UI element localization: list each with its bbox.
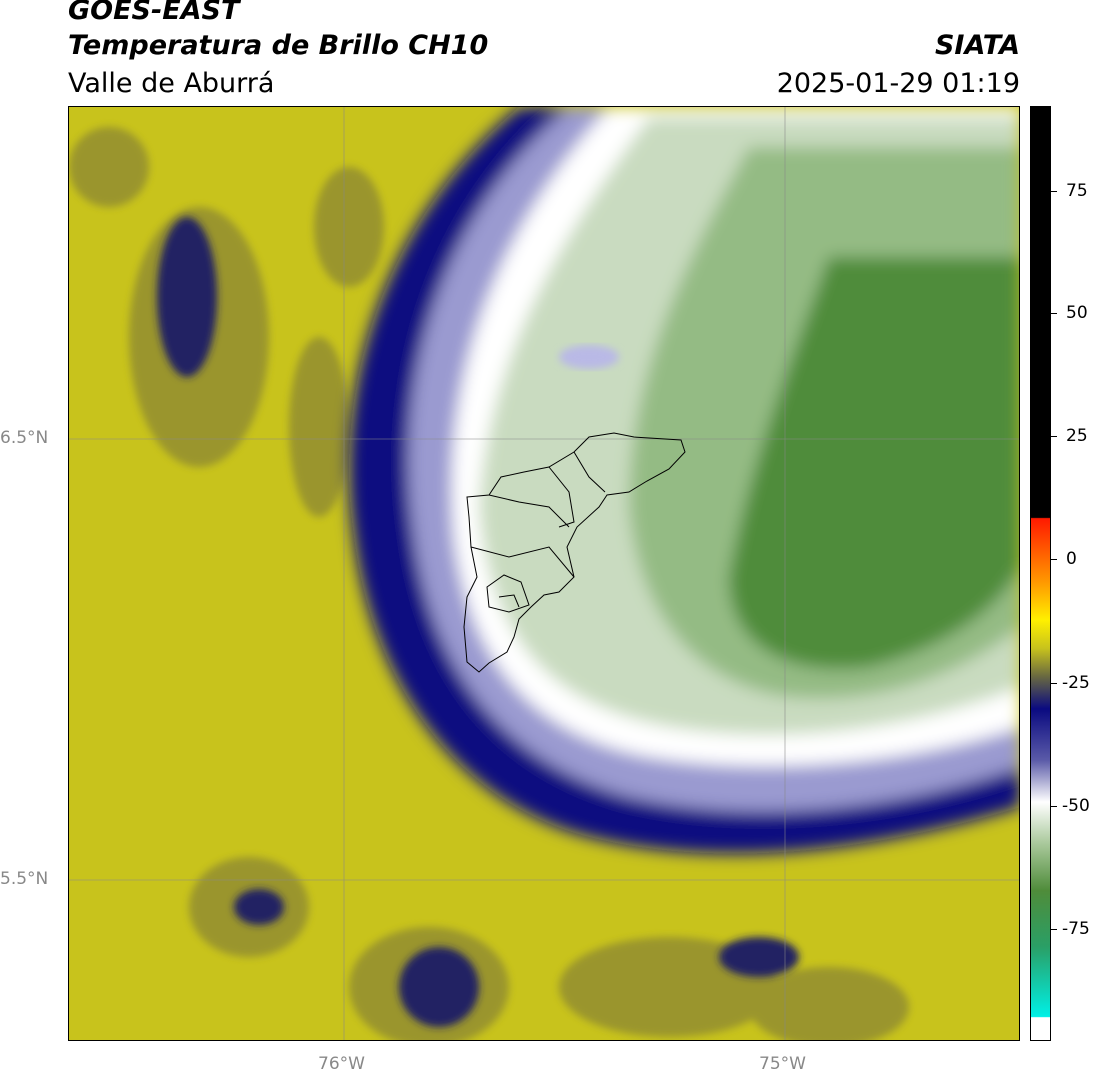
colorbar-tick-mark xyxy=(1051,559,1057,560)
colorbar-tick-label: -25 xyxy=(1062,673,1090,693)
region-label: Valle de Aburrá xyxy=(68,68,275,99)
satellite-title: GOES-EAST xyxy=(68,0,240,26)
colorbar-tick-mark xyxy=(1051,929,1057,930)
longitude-label: 75°W xyxy=(759,1054,806,1074)
brightness-temperature-map xyxy=(68,106,1020,1041)
colorbar-tick-label: 25 xyxy=(1066,426,1088,446)
datetime-label: 2025-01-29 01:19 xyxy=(776,68,1020,99)
product-title: Temperatura de Brillo CH10 xyxy=(68,30,489,61)
colorbar-tick-label: 75 xyxy=(1066,181,1088,201)
colorbar-tick-mark xyxy=(1051,806,1057,807)
latitude-label: 5.5°N xyxy=(0,869,49,889)
latitude-label: 6.5°N xyxy=(0,428,49,448)
temperature-colorbar xyxy=(1030,106,1051,1041)
colorbar-tick-mark xyxy=(1051,436,1057,437)
colorbar-tick-label: 0 xyxy=(1066,549,1077,569)
colorbar-tick-mark xyxy=(1051,191,1057,192)
longitude-label: 76°W xyxy=(318,1054,365,1074)
colorbar-tick-label: -75 xyxy=(1062,919,1090,939)
source-label: SIATA xyxy=(934,30,1020,61)
colorbar-tick-mark xyxy=(1051,313,1057,314)
colorbar-tick-label: 50 xyxy=(1066,303,1088,323)
colorbar-tick-label: -50 xyxy=(1062,796,1090,816)
colorbar-tick-mark xyxy=(1051,683,1057,684)
valley-boundary xyxy=(463,432,686,673)
map-field xyxy=(69,107,1019,1040)
